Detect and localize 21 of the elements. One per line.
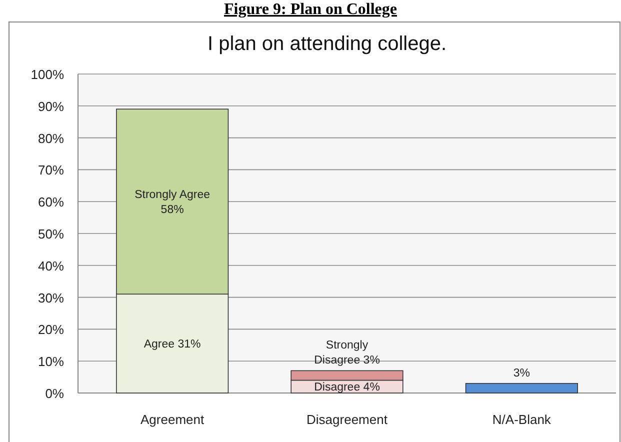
x-tick-label: Disagreement (306, 412, 388, 427)
y-tick-label: 70% (38, 162, 64, 178)
data-label: Strongly Agree 58% (134, 189, 210, 216)
y-tick-label: 0% (45, 386, 64, 401)
y-tick-label: 60% (38, 194, 64, 210)
y-tick-label: 10% (38, 354, 64, 370)
data-label: Strongly Disagree 3% (314, 340, 380, 367)
chart-title: I plan on attending college. (207, 33, 447, 55)
y-tick-label: 20% (38, 322, 64, 338)
data-label: 3% (513, 367, 530, 380)
y-tick-label: 40% (38, 258, 64, 274)
y-tick-label: 90% (38, 98, 64, 114)
data-label: Agree 31% (144, 338, 201, 351)
y-tick-label: 50% (38, 226, 64, 242)
y-tick-label: 80% (38, 130, 64, 146)
y-tick-label: 30% (38, 290, 64, 306)
caption: Figure 9: Plan on College (224, 1, 398, 18)
x-tick-label: Agreement (140, 412, 205, 427)
x-tick-label: N/A-Blank (492, 412, 552, 427)
y-tick-label: 100% (30, 67, 64, 82)
data-label: Disagree 4% (314, 382, 380, 394)
